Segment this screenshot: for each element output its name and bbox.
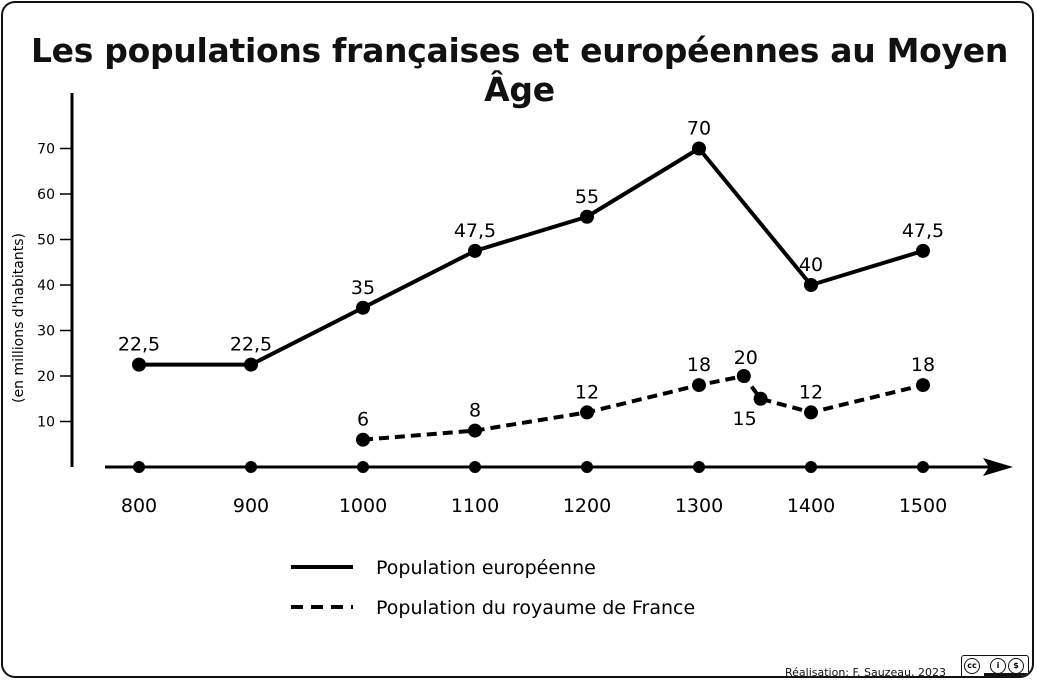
data-point xyxy=(356,432,370,447)
x-axis-dot xyxy=(805,461,817,473)
x-axis-dot xyxy=(917,461,929,473)
data-label: 6 xyxy=(357,409,369,431)
y-tick-label: 30 xyxy=(37,324,55,340)
data-point xyxy=(356,300,370,315)
y-tick-label: 10 xyxy=(37,415,55,431)
x-tick-label: 1300 xyxy=(675,495,723,517)
x-tick-label: 800 xyxy=(121,495,157,517)
cc-icon: cc xyxy=(964,658,980,674)
series-line-europe xyxy=(139,146,924,367)
data-label: 8 xyxy=(469,400,481,422)
line-chart: 10 20 30 40 50 60 70 (en millions d'habitants) 8… xyxy=(11,93,1013,619)
y-tick-label: 60 xyxy=(37,187,55,203)
data-point xyxy=(468,243,482,258)
legend-label: Population européenne xyxy=(376,557,596,579)
x-tick-label: 900 xyxy=(233,495,269,517)
x-axis-arrow xyxy=(983,458,1013,476)
data-label: 55 xyxy=(575,186,599,208)
nc-icon: $ xyxy=(1008,658,1024,674)
data-label: 18 xyxy=(687,354,711,376)
data-label: 15 xyxy=(733,408,757,430)
data-label: 12 xyxy=(575,381,599,403)
data-label: 22,5 xyxy=(230,334,272,356)
x-axis-dot xyxy=(245,461,257,473)
x-axis-dot xyxy=(469,461,481,473)
y-tick-label: 40 xyxy=(37,278,55,294)
data-point xyxy=(580,209,594,224)
x-axis-dot xyxy=(581,461,593,473)
data-label: 12 xyxy=(799,381,823,403)
by-icon: i xyxy=(990,658,1006,674)
chart-title: Les populations françaises et européenne… xyxy=(30,31,1009,109)
data-point xyxy=(692,141,706,156)
y-tick-label: 20 xyxy=(37,369,55,385)
labels-layer: 22,5 22,5 35 47,5 55 70 40 47,5 6 8 12 18 20 15 12 18 xyxy=(118,118,944,431)
x-tick-label: 1400 xyxy=(787,495,835,517)
data-point xyxy=(804,278,818,292)
series-layer xyxy=(132,141,930,447)
data-label: 18 xyxy=(911,354,935,376)
data-point xyxy=(692,378,706,393)
data-point xyxy=(736,369,751,383)
data-point xyxy=(132,357,146,372)
data-label: 47,5 xyxy=(902,220,944,242)
x-axis-dot xyxy=(693,461,705,473)
x-tick-label: 1100 xyxy=(451,495,499,517)
data-label: 35 xyxy=(351,277,375,299)
y-axis-title: (en millions d'habitants) xyxy=(11,233,27,403)
data-label: 22,5 xyxy=(118,334,160,356)
x-axis-dot xyxy=(357,461,369,473)
y-tick-label: 50 xyxy=(37,233,55,249)
legend-label: Population du royaume de France xyxy=(376,597,695,619)
data-point xyxy=(753,391,768,406)
data-label: 70 xyxy=(687,118,711,140)
credit-text: Réalisation: F. Sauzeau, 2023 xyxy=(784,666,946,678)
x-tick-label: 1200 xyxy=(563,495,611,517)
y-tick-label: 70 xyxy=(37,142,55,158)
data-point xyxy=(244,357,258,372)
x-tick-label: 1500 xyxy=(899,495,947,517)
license-strip xyxy=(984,673,1028,676)
data-point xyxy=(468,423,482,438)
data-point xyxy=(580,405,594,420)
axes: 10 20 30 40 50 60 70 (en millions d'habitants) 8… xyxy=(11,93,1013,517)
data-point xyxy=(916,243,930,258)
data-point xyxy=(916,378,930,393)
legend: Population européenne Population du royau… xyxy=(291,557,695,619)
x-tick-label: 1000 xyxy=(339,495,387,517)
series-line-france xyxy=(362,374,924,442)
data-point xyxy=(804,405,818,420)
data-label: 20 xyxy=(734,347,758,369)
data-label: 47,5 xyxy=(454,220,496,242)
cc-by-nc-icon: cc i $ xyxy=(961,655,1029,676)
x-axis-dot xyxy=(133,461,145,473)
data-label: 40 xyxy=(799,254,823,276)
